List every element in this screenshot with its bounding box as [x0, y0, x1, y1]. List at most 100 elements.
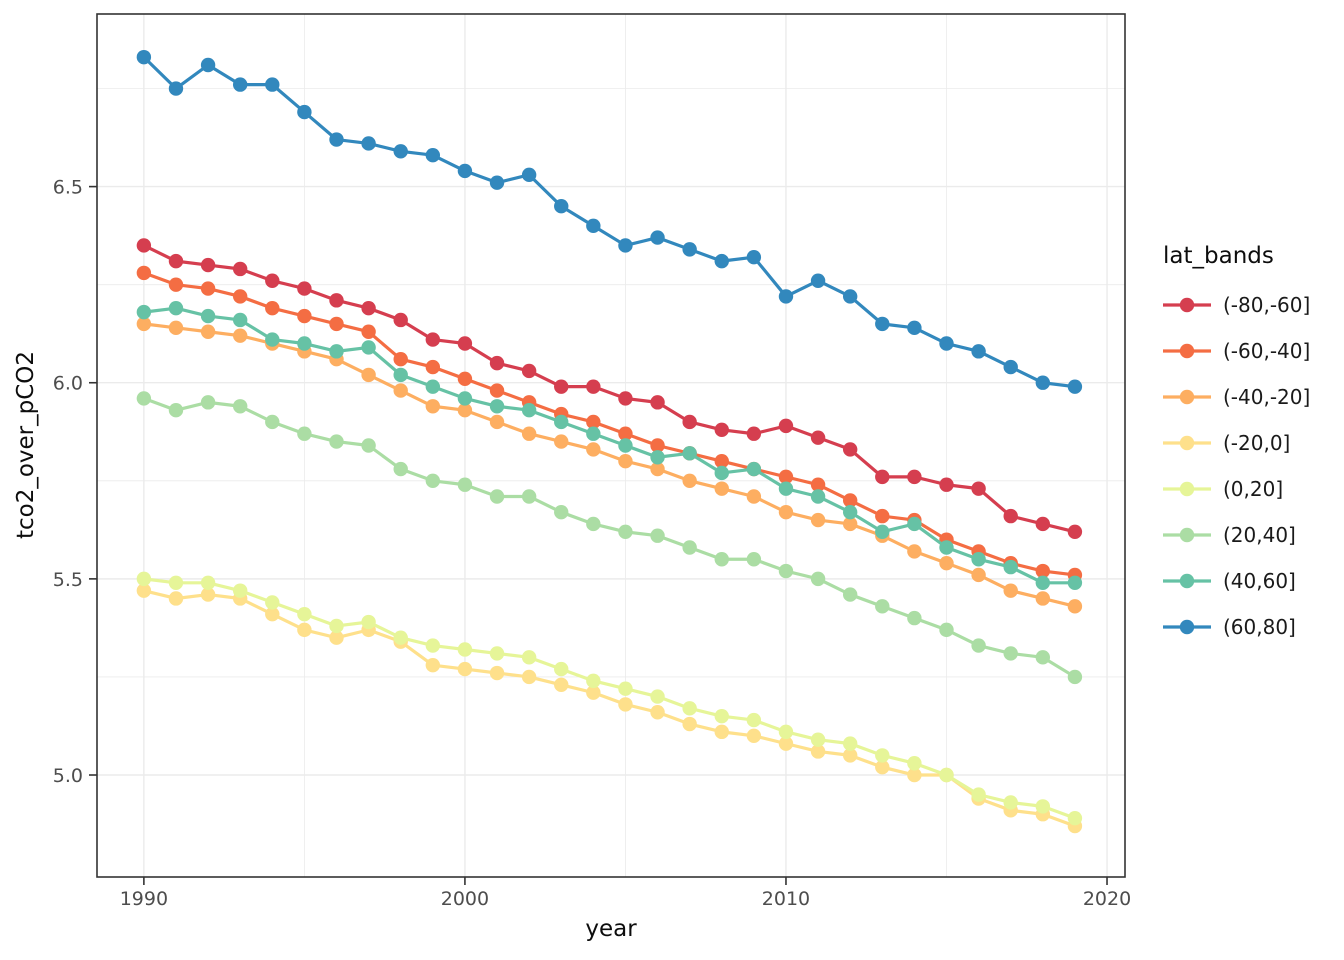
- data-point: [971, 787, 986, 802]
- legend-label: (-60,-40]: [1223, 339, 1310, 363]
- series-40-60: [136, 301, 1083, 590]
- data-point: [168, 253, 184, 269]
- data-point: [457, 661, 473, 677]
- series-layer: [136, 49, 1083, 834]
- data-point: [489, 414, 505, 430]
- data-point: [489, 646, 505, 661]
- x-tick-label: 2020: [1083, 888, 1131, 910]
- legend-label: (-80,-60]: [1223, 293, 1310, 317]
- data-point: [1035, 591, 1051, 606]
- data-point: [136, 265, 152, 281]
- data-point: [714, 481, 729, 496]
- data-point: [1067, 575, 1083, 590]
- data-point: [457, 402, 473, 418]
- legend-key-point-icon: [1179, 297, 1195, 313]
- data-point: [586, 426, 601, 441]
- data-point: [778, 469, 794, 485]
- data-point: [842, 736, 858, 751]
- data-point: [939, 540, 954, 555]
- data-point: [1003, 508, 1018, 524]
- y-axis-title: tco2_over_pCO2: [13, 351, 39, 539]
- plot-panel-border: [96, 13, 1126, 878]
- data-point: [714, 724, 729, 740]
- x-tick-label: 2010: [762, 888, 810, 910]
- series-0-20: [136, 571, 1083, 826]
- data-point: [778, 563, 794, 579]
- data-point: [489, 175, 505, 190]
- series-20-40: [136, 391, 1083, 685]
- data-point: [136, 583, 152, 598]
- data-point: [457, 391, 473, 406]
- data-point: [682, 701, 697, 716]
- data-point: [393, 383, 408, 398]
- data-point: [168, 320, 184, 336]
- data-point: [1067, 669, 1083, 685]
- data-point: [1035, 650, 1051, 665]
- data-point: [682, 473, 697, 489]
- data-point: [329, 618, 344, 634]
- data-point: [746, 461, 762, 477]
- data-point: [200, 257, 216, 273]
- data-point: [457, 163, 473, 179]
- data-point: [907, 610, 922, 626]
- data-point: [457, 371, 473, 387]
- data-point: [393, 630, 408, 645]
- data-point: [1067, 524, 1083, 539]
- legend-entry-0-20: (0,20]: [1163, 477, 1283, 501]
- data-point: [778, 736, 794, 751]
- data-point: [939, 767, 954, 783]
- data-point: [1003, 583, 1018, 598]
- data-point: [746, 712, 762, 728]
- data-point: [650, 461, 665, 477]
- data-point: [875, 469, 890, 485]
- data-point: [136, 316, 152, 332]
- legend-label: (-20,0]: [1223, 431, 1290, 455]
- data-point: [521, 669, 537, 685]
- data-point: [554, 414, 569, 430]
- data-point: [425, 399, 441, 414]
- data-point: [457, 477, 473, 492]
- data-point: [329, 344, 344, 359]
- data-point: [521, 489, 537, 504]
- legend-key-point-icon: [1179, 527, 1195, 543]
- data-point: [232, 312, 248, 328]
- data-point: [907, 320, 922, 336]
- data-point: [297, 281, 312, 296]
- data-point: [521, 402, 537, 418]
- series-80-60: [136, 238, 1083, 539]
- data-point: [907, 756, 922, 771]
- data-point: [1035, 375, 1051, 390]
- data-point: [778, 481, 794, 496]
- data-point: [842, 587, 858, 602]
- data-point: [810, 273, 826, 288]
- data-point: [425, 379, 441, 394]
- data-point: [586, 218, 601, 234]
- data-point: [297, 622, 312, 638]
- data-point: [682, 540, 697, 555]
- data-point: [842, 289, 858, 304]
- data-point: [682, 414, 697, 430]
- data-point: [232, 77, 248, 92]
- data-point: [489, 383, 505, 398]
- legend-entry-80-60: (-80,-60]: [1163, 293, 1310, 317]
- data-point: [489, 489, 505, 504]
- data-point: [650, 705, 665, 720]
- data-point: [554, 504, 569, 520]
- data-point: [650, 230, 665, 245]
- data-point: [618, 391, 633, 406]
- data-point: [650, 689, 665, 704]
- legend-entry-60-80: (60,80]: [1163, 615, 1296, 639]
- axis-tick-marks: [89, 185, 1108, 885]
- data-point: [168, 402, 184, 418]
- data-point: [361, 136, 376, 151]
- data-point: [907, 516, 922, 532]
- x-tick-label: 1990: [120, 888, 168, 910]
- data-point: [393, 461, 408, 477]
- data-point: [297, 336, 312, 351]
- data-point: [842, 442, 858, 457]
- data-point: [586, 379, 601, 394]
- legend-entry-60-40: (-60,-40]: [1163, 339, 1310, 363]
- data-point: [265, 273, 280, 288]
- data-point: [521, 650, 537, 665]
